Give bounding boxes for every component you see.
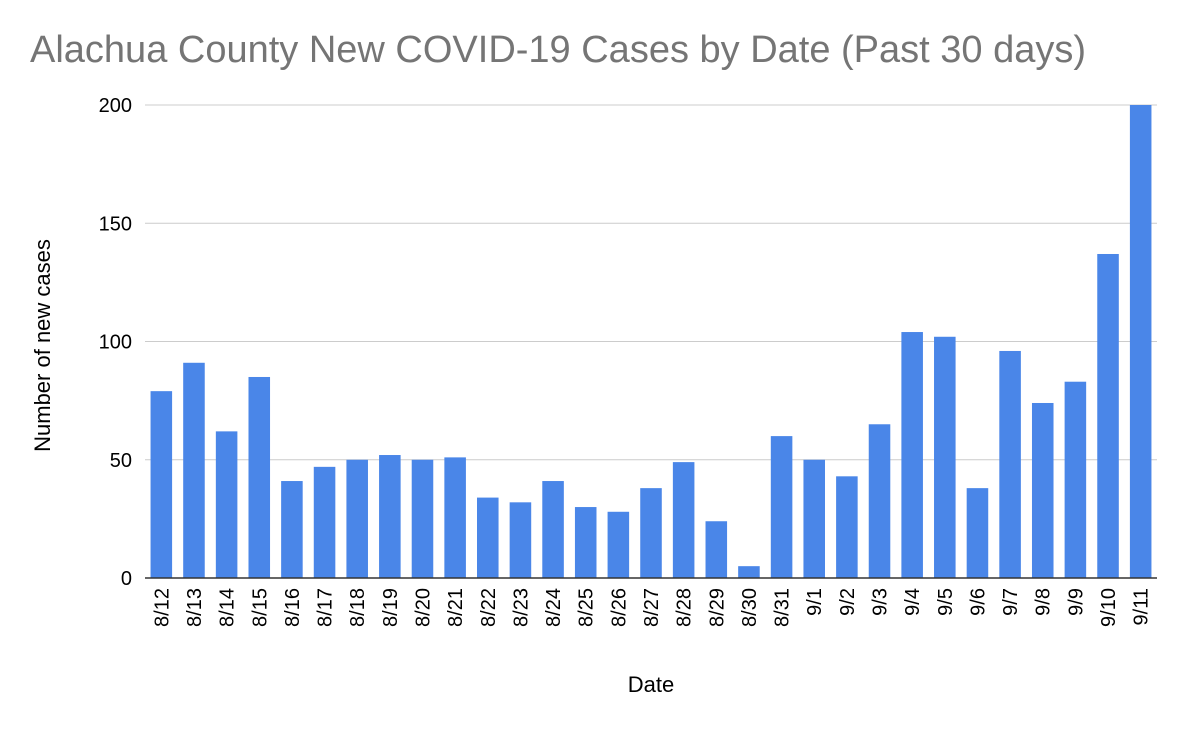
x-tick-label: 9/1 [804, 588, 826, 616]
x-tick-label: 9/3 [870, 588, 892, 616]
y-tick-label: 0 [121, 568, 132, 590]
bars [150, 105, 1152, 579]
x-tick-label: 8/31 [772, 588, 794, 627]
x-tick-label: 8/29 [706, 588, 728, 627]
x-tick-label: 8/21 [445, 588, 467, 627]
bar [542, 481, 564, 578]
chart-title: Alachua County New COVID-19 Cases by Dat… [30, 29, 1086, 71]
bar [477, 497, 499, 578]
bar [640, 488, 662, 578]
bar [607, 511, 630, 578]
x-tick-label: 8/18 [347, 588, 369, 627]
bar [770, 436, 793, 578]
y-axis-ticks: 0 50 100 150 200 [99, 95, 132, 590]
x-axis-title: Date [628, 672, 674, 697]
bar [934, 336, 956, 578]
bar [705, 521, 728, 578]
x-tick-label: 9/8 [1033, 588, 1055, 616]
x-tick-label: 8/27 [641, 588, 663, 627]
x-tick-label: 8/24 [543, 588, 565, 627]
x-tick-label: 9/6 [967, 588, 989, 616]
bar [999, 350, 1021, 578]
bar [509, 502, 532, 578]
bar [411, 459, 434, 578]
bar [1129, 105, 1152, 578]
bar [836, 476, 858, 578]
x-tick-label: 8/22 [478, 588, 500, 627]
bar [215, 431, 238, 578]
x-tick-label: 8/16 [282, 588, 304, 627]
x-tick-label: 9/7 [1000, 588, 1022, 616]
bar [901, 332, 923, 578]
bar [248, 376, 271, 578]
x-tick-label: 9/9 [1065, 588, 1087, 616]
x-tick-label: 8/23 [510, 588, 532, 627]
x-tick-label: 9/4 [902, 588, 924, 616]
y-tick-label: 100 [99, 332, 132, 354]
bar [313, 466, 336, 578]
x-tick-label: 8/19 [380, 588, 402, 627]
y-tick-label: 50 [110, 450, 132, 472]
bar [672, 462, 695, 578]
x-tick-label: 8/26 [608, 588, 630, 627]
x-tick-label: 8/15 [249, 588, 271, 627]
x-tick-label: 8/12 [151, 588, 173, 627]
x-tick-label: 8/14 [217, 588, 239, 627]
bar [966, 488, 989, 578]
x-tick-label: 8/28 [674, 588, 696, 627]
bar [346, 459, 368, 578]
bar [379, 455, 401, 578]
x-tick-label: 8/30 [739, 588, 761, 627]
bar [738, 566, 760, 578]
x-tick-label: 9/10 [1098, 588, 1120, 627]
y-tick-label: 150 [99, 213, 132, 235]
bar [150, 391, 173, 578]
x-tick-label: 8/25 [576, 588, 598, 627]
bar [574, 507, 597, 578]
bar [1031, 402, 1054, 578]
gridlines [145, 104, 1157, 461]
y-tick-label: 200 [99, 95, 132, 117]
bar [444, 457, 466, 578]
bar [868, 424, 891, 578]
x-axis-ticks: 8/12 8/13 8/14 8/15 8/16 8/17 8/18 8/19 8/20 8/21… [151, 588, 1152, 627]
x-tick-label: 8/13 [184, 588, 206, 627]
x-tick-label: 8/17 [315, 588, 337, 627]
x-tick-label: 9/5 [935, 588, 957, 616]
x-tick-label: 9/11 [1131, 588, 1153, 625]
bar [183, 362, 205, 578]
bar [803, 459, 825, 578]
bar [1064, 381, 1087, 578]
x-tick-label: 9/2 [837, 588, 859, 616]
bar [281, 481, 303, 578]
bar [1097, 253, 1119, 579]
y-axis-title: Number of new cases [30, 239, 55, 452]
x-tick-label: 8/20 [412, 588, 434, 627]
